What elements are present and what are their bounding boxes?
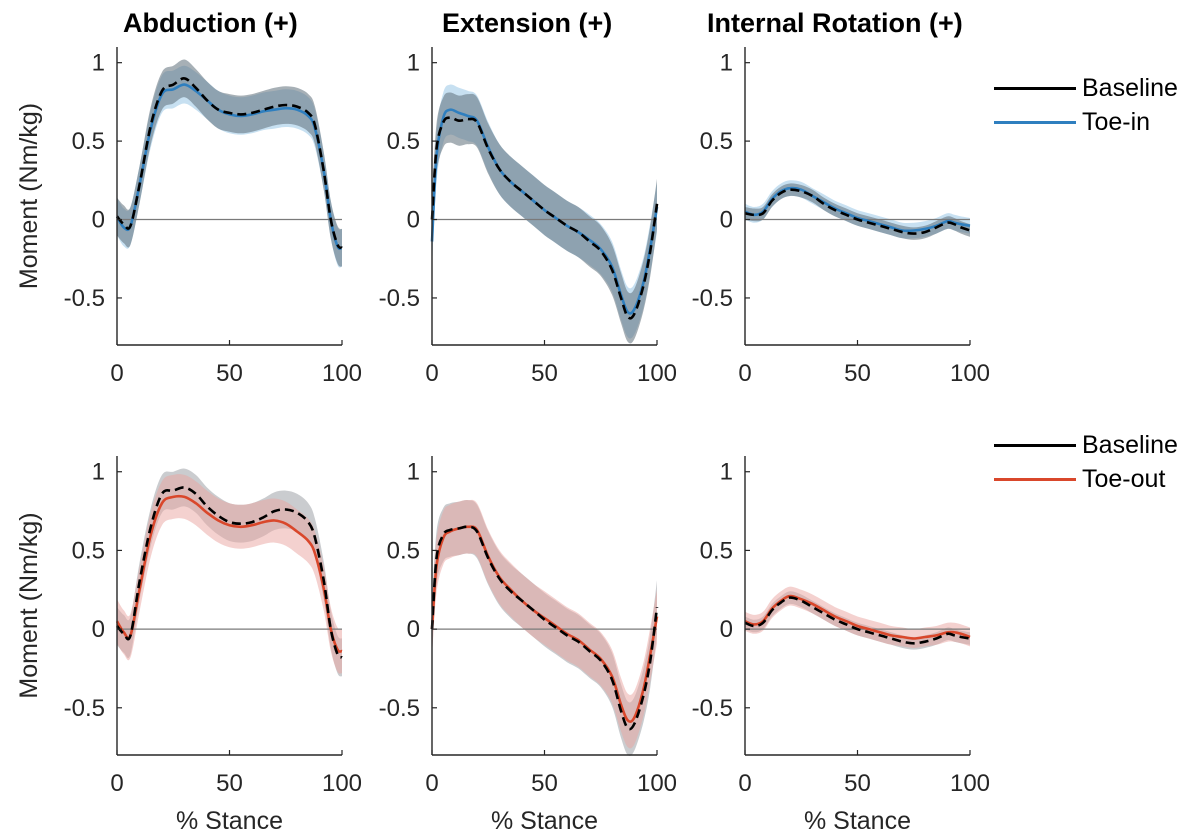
- y-axis-label: Moment (Nm/kg): [15, 512, 43, 698]
- column-title-abduction: Abduction (+): [123, 8, 298, 38]
- x-tick-label: 50: [531, 360, 558, 387]
- y-tick-label: 1: [720, 50, 733, 77]
- band-toe-out: [432, 499, 657, 749]
- column-title-internal-rotation: Internal Rotation (+): [707, 8, 963, 38]
- series-line-baseline: [430, 116, 659, 320]
- chart-panel-3: 1 0.5 0 -0.5 0 50 100: [692, 47, 990, 387]
- legend-label-baseline: Baseline: [1082, 431, 1178, 459]
- x-tick-label: 50: [216, 770, 243, 797]
- y-tick-label: -0.5: [64, 695, 105, 722]
- series-line-toe-in: [430, 108, 659, 315]
- x-tick-label: 100: [950, 770, 990, 797]
- y-tick-label: 1: [720, 459, 733, 486]
- y-tick-label: 0: [407, 207, 420, 234]
- y-axis-label: Moment (Nm/kg): [15, 103, 43, 289]
- y-tick-label: 0: [407, 616, 420, 643]
- legend-swatch-toe-out: [994, 478, 1076, 481]
- legend-label-toe-in: Toe-in: [1082, 108, 1151, 136]
- series-line-toe-out: [115, 494, 343, 653]
- series-line-baseline: [744, 188, 971, 235]
- y-tick-label: 0.5: [387, 128, 420, 155]
- band-baseline: [432, 92, 657, 344]
- y-tick-label: 1: [407, 50, 420, 77]
- x-tick-label: 50: [531, 770, 558, 797]
- y-tick-label: -0.5: [692, 285, 733, 312]
- x-tick-label: 0: [738, 770, 751, 797]
- y-tick-label: -0.5: [379, 285, 420, 312]
- x-tick-label: 100: [950, 360, 990, 387]
- y-tick-label: 0.5: [72, 537, 105, 564]
- band-baseline: [117, 59, 342, 267]
- series-line-baseline: [115, 77, 343, 250]
- column-title-extension: Extension (+): [442, 8, 613, 38]
- legend-label-toe-out: Toe-out: [1082, 465, 1166, 493]
- x-tick-label: 100: [322, 360, 362, 387]
- y-tick-label: 0: [92, 616, 105, 643]
- series-line-baseline: [430, 525, 659, 731]
- y-tick-label: 0: [720, 616, 733, 643]
- legend-swatch-baseline: [994, 444, 1076, 447]
- y-tick-label: 0.5: [700, 537, 733, 564]
- y-tick-label: 0: [720, 207, 733, 234]
- x-tick-label: 0: [738, 360, 751, 387]
- chart-panel-2: 1 0.5 0 -0.5 0 50 100: [379, 47, 677, 387]
- legend-swatch-toe-in: [994, 121, 1076, 124]
- x-axis-label: % Stance: [176, 807, 283, 833]
- y-tick-label: -0.5: [64, 285, 105, 312]
- y-tick-label: 1: [407, 459, 420, 486]
- y-tick-label: -0.5: [379, 695, 420, 722]
- x-tick-label: 100: [322, 770, 362, 797]
- band-toe-out: [745, 586, 970, 648]
- chart-panel-4: 1 0.5 0 -0.5 0 50 100 Moment (Nm/kg) % Stance: [15, 456, 362, 833]
- x-tick-label: 100: [637, 360, 677, 387]
- x-tick-label: 50: [844, 770, 871, 797]
- series-line-baseline: [744, 596, 971, 645]
- y-tick-label: 1: [92, 50, 105, 77]
- y-tick-label: 0.5: [72, 128, 105, 155]
- series-line-baseline: [115, 486, 343, 659]
- x-tick-label: 0: [110, 360, 123, 387]
- chart-panel-5: 1 0.5 0 -0.5 0 50 100 % Stance: [379, 456, 677, 833]
- y-tick-label: 0.5: [700, 128, 733, 155]
- x-tick-label: 100: [637, 770, 677, 797]
- x-tick-label: 50: [844, 360, 871, 387]
- x-tick-label: 0: [110, 770, 123, 797]
- legend-swatch-baseline: [994, 87, 1076, 90]
- x-axis-label: % Stance: [804, 807, 911, 833]
- y-tick-label: 0: [92, 207, 105, 234]
- chart-panel-1: 1 0.5 0 -0.5 0 50 100 Moment (Nm/kg): [15, 47, 362, 387]
- chart-panel-6: 1 0.5 0 -0.5 0 50 100 % Stance: [692, 456, 990, 833]
- y-tick-label: 1: [92, 459, 105, 486]
- band-baseline: [745, 183, 970, 240]
- legend-label-baseline: Baseline: [1082, 74, 1178, 102]
- x-tick-label: 0: [425, 360, 438, 387]
- y-tick-label: -0.5: [692, 695, 733, 722]
- x-tick-label: 50: [216, 360, 243, 387]
- y-tick-label: 0.5: [387, 537, 420, 564]
- x-tick-label: 0: [425, 770, 438, 797]
- band-baseline: [117, 468, 342, 677]
- x-axis-label: % Stance: [491, 807, 598, 833]
